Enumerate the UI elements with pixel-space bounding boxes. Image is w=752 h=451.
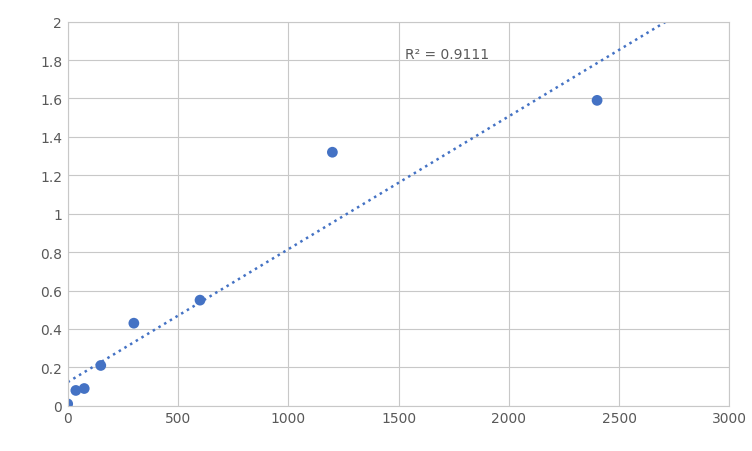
Point <box>194 297 206 304</box>
Point <box>78 385 90 392</box>
Point <box>326 149 338 156</box>
Point <box>62 400 74 408</box>
Point <box>591 97 603 105</box>
Point <box>95 362 107 369</box>
Point <box>70 387 82 394</box>
Text: R² = 0.9111: R² = 0.9111 <box>405 47 490 61</box>
Point <box>128 320 140 327</box>
